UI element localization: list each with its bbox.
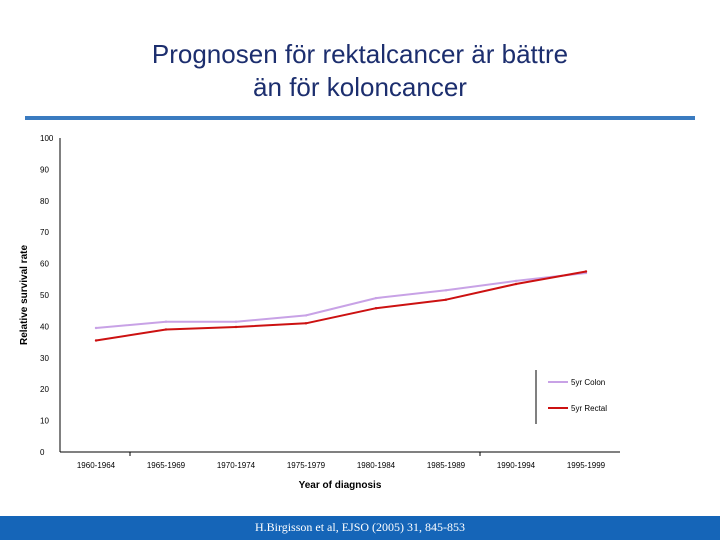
data-point: [444, 289, 448, 292]
y-tick-label: 40: [40, 322, 49, 331]
y-tick-label: 80: [40, 197, 49, 206]
citation-text: H.Birgisson et al, EJSO (2005) 31, 845-8…: [254, 520, 466, 534]
y-tick-label: 30: [40, 354, 49, 363]
y-tick-label: 0: [40, 448, 45, 457]
x-tick-label: 1995-1999: [567, 461, 606, 470]
y-axis-title: Relative survival rate: [19, 245, 30, 345]
data-point: [234, 320, 238, 323]
data-point: [374, 296, 378, 300]
survival-line-chart: 0 10 20 30 40 50 60 70 80 90 100 1960-1964 1965-1969…: [19, 134, 620, 491]
data-point: [584, 270, 588, 273]
slide-title: Prognosen för rektalcancer är bättre än …: [0, 38, 720, 104]
data-point: [514, 279, 518, 283]
data-point: [514, 282, 518, 286]
x-tick-label: 1965-1969: [147, 461, 186, 470]
x-tick-label: 1970-1974: [217, 461, 256, 470]
data-point: [164, 320, 168, 323]
y-tick-label: 10: [40, 417, 49, 426]
y-tick-label: 90: [40, 165, 49, 174]
y-tick-label: 50: [40, 291, 49, 300]
x-tick-label: 1975-1979: [287, 461, 326, 470]
data-point: [374, 307, 378, 310]
title-divider: [25, 116, 695, 120]
y-tick-label: 70: [40, 228, 49, 237]
data-point: [94, 339, 98, 342]
y-tick-label: 100: [40, 134, 54, 143]
y-tick-label: 60: [40, 260, 49, 269]
series-line-colon: [95, 272, 587, 329]
data-point: [444, 298, 448, 301]
legend-label: 5yr Rectal: [571, 404, 607, 413]
series-line-rectal: [95, 270, 587, 342]
footer-bar: [0, 516, 720, 540]
data-point: [234, 325, 238, 329]
legend-label: 5yr Colon: [571, 378, 605, 387]
y-tick-label: 20: [40, 385, 49, 394]
title-line-1: Prognosen för rektalcancer är bättre: [151, 39, 569, 69]
x-tick-label: 1960-1964: [77, 461, 116, 470]
x-tick-label: 1990-1994: [497, 461, 536, 470]
data-point: [304, 314, 308, 317]
data-point: [164, 328, 168, 331]
x-tick-label: 1985-1989: [427, 461, 466, 470]
x-axis-title: Year of diagnosis: [299, 480, 382, 491]
data-point: [304, 322, 308, 325]
title-line-2: än för koloncancer: [253, 72, 467, 102]
x-tick-label: 1980-1984: [357, 461, 396, 470]
data-point: [94, 326, 98, 330]
